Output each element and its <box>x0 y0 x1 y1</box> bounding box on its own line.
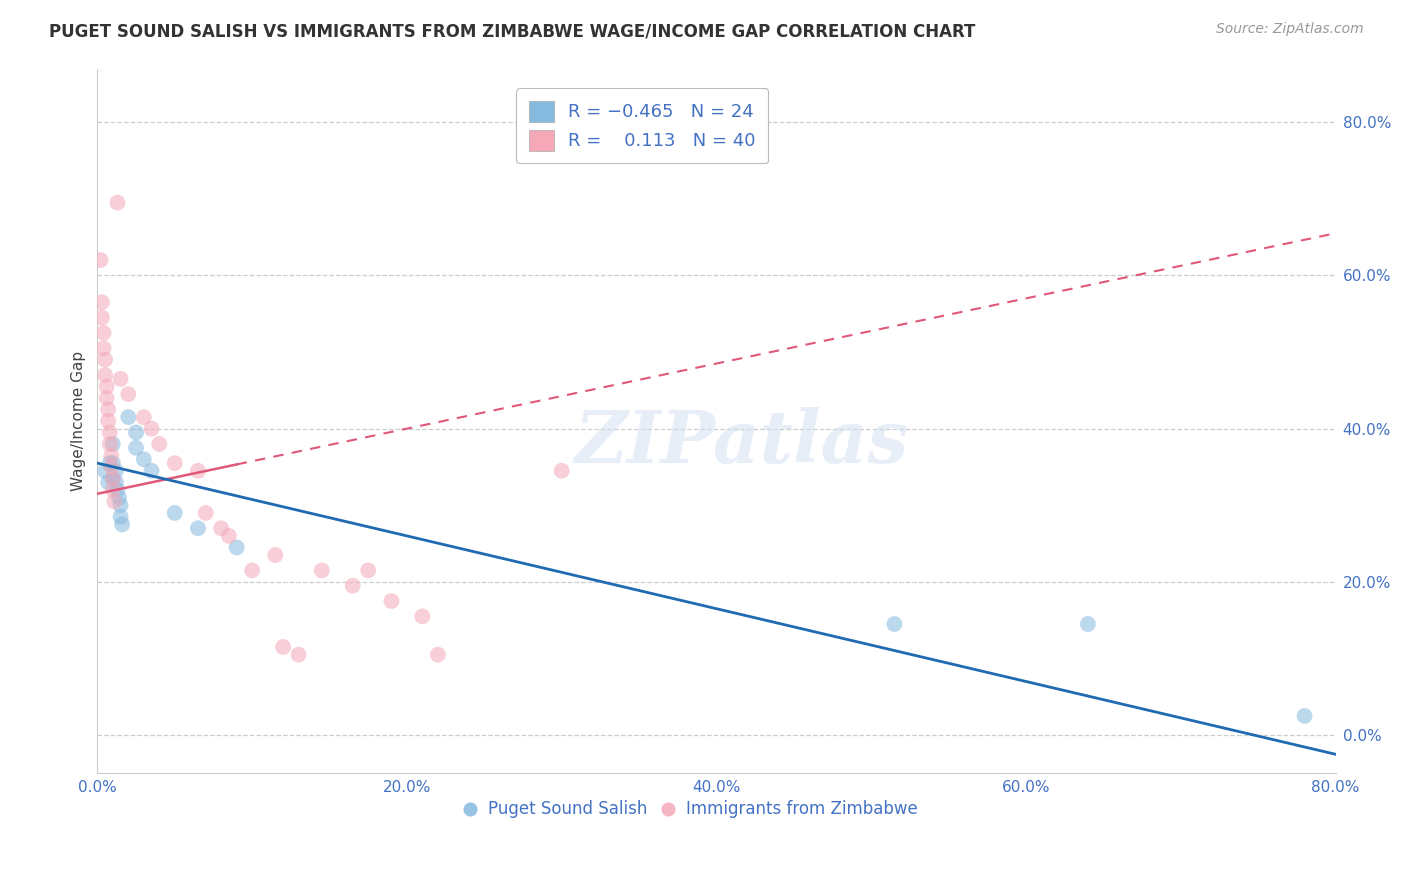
Point <box>98 437 121 451</box>
Point <box>125 441 148 455</box>
Point <box>132 410 155 425</box>
Point <box>110 509 132 524</box>
Point <box>110 372 132 386</box>
Text: ZIPatlas: ZIPatlas <box>574 407 908 477</box>
Point <box>311 563 333 577</box>
Point <box>91 295 114 310</box>
Point <box>426 648 449 662</box>
Point <box>96 391 118 405</box>
Point <box>98 456 121 470</box>
Point <box>1294 709 1316 723</box>
Point <box>163 506 186 520</box>
Point <box>141 464 163 478</box>
Point <box>93 326 115 340</box>
Point <box>209 521 232 535</box>
Y-axis label: Wage/Income Gap: Wage/Income Gap <box>72 351 86 491</box>
Point <box>411 609 433 624</box>
Point <box>117 387 139 401</box>
Point <box>91 310 114 325</box>
Point <box>96 379 118 393</box>
Point <box>94 368 117 382</box>
Point <box>103 494 125 508</box>
Point <box>125 425 148 440</box>
Point <box>194 506 217 520</box>
Point <box>271 640 294 654</box>
Point <box>101 437 124 451</box>
Point <box>357 563 380 577</box>
Point <box>218 529 240 543</box>
Point <box>110 498 132 512</box>
Point <box>883 617 905 632</box>
Point <box>97 414 120 428</box>
Point <box>100 449 122 463</box>
Point <box>117 410 139 425</box>
Point <box>101 456 124 470</box>
Point <box>550 464 572 478</box>
Point <box>108 491 131 505</box>
Point <box>132 452 155 467</box>
Point <box>225 541 247 555</box>
Point <box>240 563 263 577</box>
Text: PUGET SOUND SALISH VS IMMIGRANTS FROM ZIMBABWE WAGE/INCOME GAP CORRELATION CHART: PUGET SOUND SALISH VS IMMIGRANTS FROM ZI… <box>49 22 976 40</box>
Point <box>97 475 120 490</box>
Point <box>94 464 117 478</box>
Point <box>380 594 402 608</box>
Point <box>287 648 309 662</box>
Point <box>89 253 111 268</box>
Point <box>101 471 124 485</box>
Point <box>98 425 121 440</box>
Point <box>101 483 124 497</box>
Point <box>264 548 287 562</box>
Point <box>111 517 134 532</box>
Point <box>97 402 120 417</box>
Point <box>1077 617 1099 632</box>
Text: Source: ZipAtlas.com: Source: ZipAtlas.com <box>1216 22 1364 37</box>
Point <box>148 437 170 451</box>
Point <box>342 579 364 593</box>
Point <box>187 521 209 535</box>
Legend: Puget Sound Salish, Immigrants from Zimbabwe: Puget Sound Salish, Immigrants from Zimb… <box>460 794 924 825</box>
Point <box>104 464 127 478</box>
Point <box>107 195 129 210</box>
Point <box>141 422 163 436</box>
Point <box>107 483 129 497</box>
Point <box>101 471 124 485</box>
Point <box>94 352 117 367</box>
Point <box>93 341 115 355</box>
Point <box>100 459 122 474</box>
Point <box>187 464 209 478</box>
Point <box>163 456 186 470</box>
Point <box>104 475 127 490</box>
